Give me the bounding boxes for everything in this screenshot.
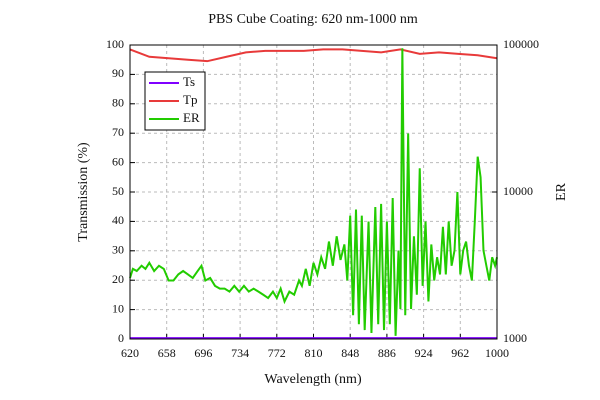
y-tick-label: 80 bbox=[112, 96, 124, 110]
plot-frame bbox=[129, 44, 498, 340]
y-tick-label: 100 bbox=[106, 37, 124, 51]
y-tick-label: 70 bbox=[112, 125, 124, 139]
x-tick-label: 734 bbox=[231, 346, 249, 360]
y2-tick-label: 1000 bbox=[503, 331, 527, 345]
x-tick-label: 962 bbox=[451, 346, 469, 360]
x-tick-label: 658 bbox=[158, 346, 176, 360]
y2-axis-label: ER bbox=[554, 182, 569, 201]
series-line bbox=[129, 48, 498, 336]
x-tick-label: 924 bbox=[415, 346, 433, 360]
x-tick-label: 848 bbox=[341, 346, 359, 360]
series-line bbox=[129, 48, 498, 63]
x-tick-label: 886 bbox=[378, 346, 396, 360]
x-tick-label: 772 bbox=[268, 346, 286, 360]
y2-tick-label: 100000 bbox=[503, 37, 539, 51]
y-tick-label: 60 bbox=[112, 154, 124, 168]
y-tick-label: 40 bbox=[112, 213, 124, 227]
chart-title: PBS Cube Coating: 620 nm-1000 nm bbox=[208, 12, 418, 27]
y-axis-label: Transmission (%) bbox=[76, 142, 91, 242]
legend-label: Ts bbox=[183, 74, 195, 89]
x-axis-label: Wavelength (nm) bbox=[264, 372, 362, 387]
y-tick-label: 50 bbox=[112, 184, 124, 198]
y-tick-label: 90 bbox=[112, 66, 124, 80]
x-tick-label: 810 bbox=[305, 346, 323, 360]
y-tick-label: 30 bbox=[112, 243, 124, 257]
legend-label: Tp bbox=[183, 92, 197, 107]
y-tick-label: 0 bbox=[118, 331, 124, 345]
x-tick-label: 1000 bbox=[485, 346, 509, 360]
x-tick-label: 620 bbox=[121, 346, 139, 360]
x-tick-label: 696 bbox=[194, 346, 212, 360]
y-tick-label: 10 bbox=[112, 301, 124, 315]
y2-tick-label: 10000 bbox=[503, 184, 533, 198]
legend-label: ER bbox=[183, 110, 200, 125]
y-tick-label: 20 bbox=[112, 272, 124, 286]
